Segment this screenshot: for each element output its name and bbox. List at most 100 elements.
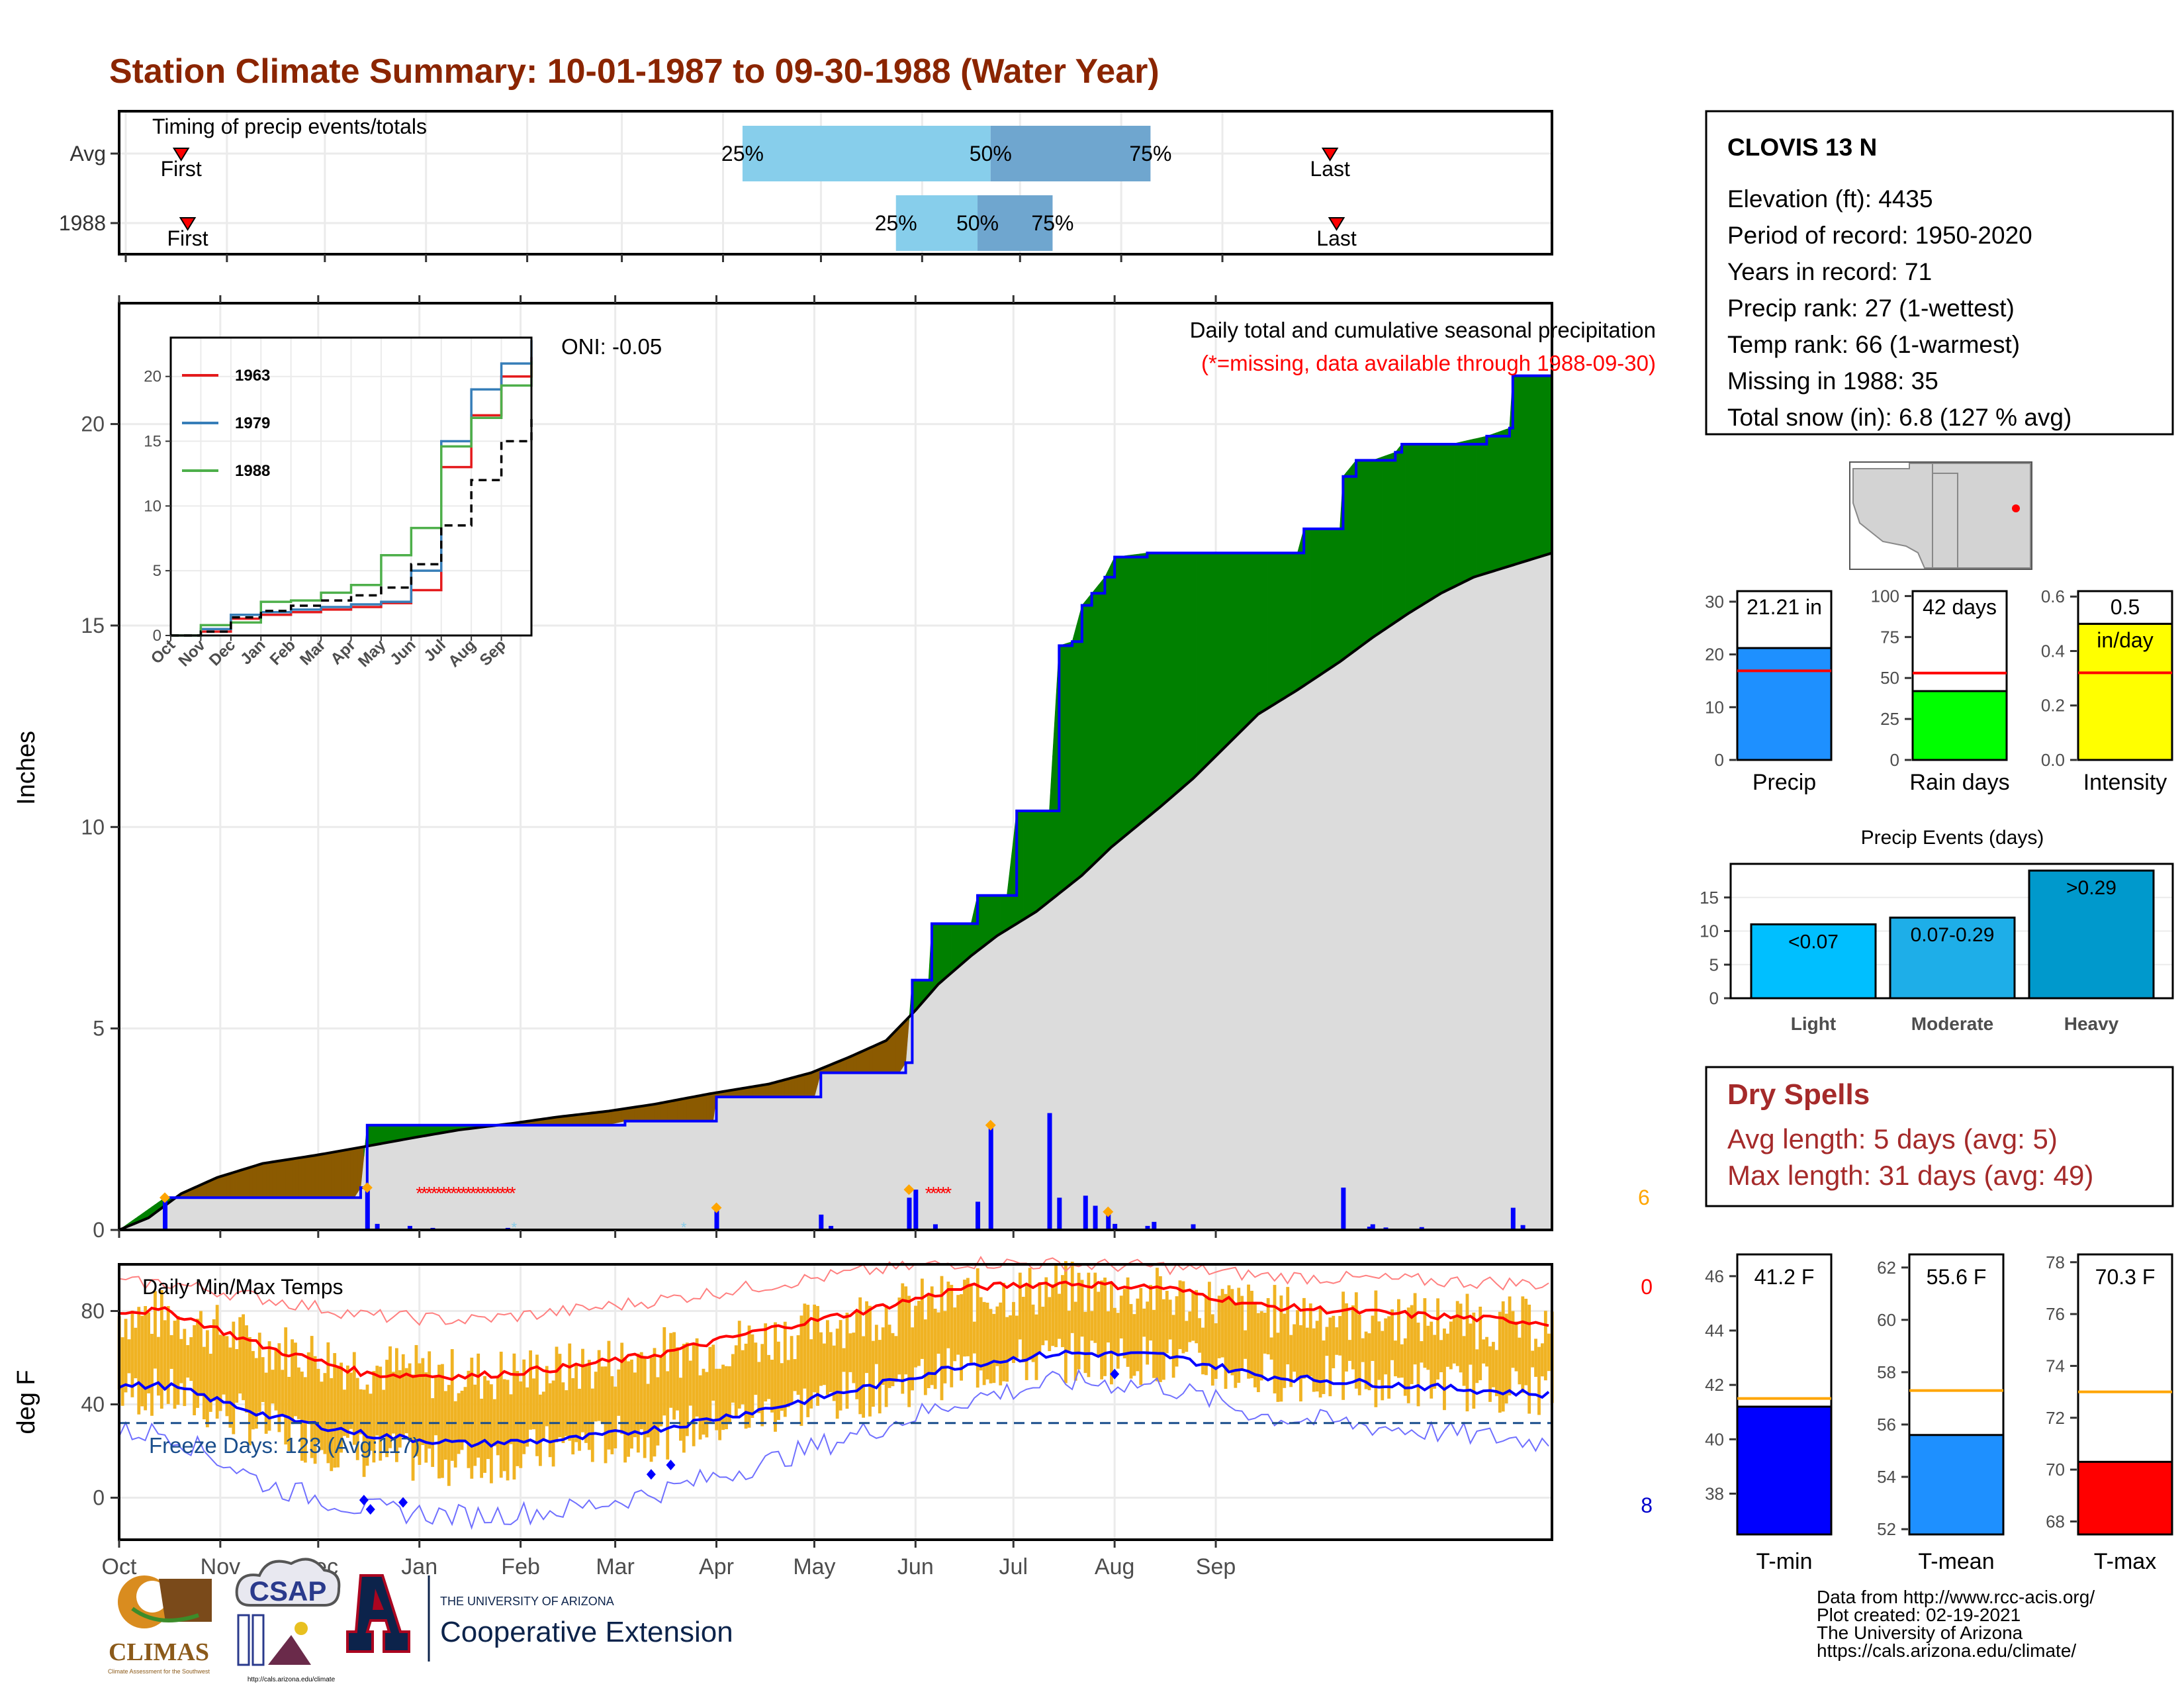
precip-departure-segment xyxy=(1071,629,1076,884)
precip-departure-segment xyxy=(958,923,962,968)
daily-temp-bar xyxy=(333,1353,337,1468)
precip-departure-segment xyxy=(1502,429,1507,569)
temp-summary-ytick-label: 72 xyxy=(2046,1408,2065,1428)
daily-temp-bar xyxy=(920,1278,924,1359)
precip-departure-segment xyxy=(869,1046,874,1073)
missing-day-marker: * xyxy=(440,1183,447,1203)
daily-precip-bar xyxy=(907,1197,912,1230)
daily-temp-bar xyxy=(858,1297,862,1415)
summary-ytick-label: 50 xyxy=(1880,668,1899,688)
precip-departure-segment xyxy=(797,1075,802,1098)
precip-departure-segment xyxy=(1042,810,1046,907)
daily-temp-bar xyxy=(633,1372,637,1438)
precip-departure-segment xyxy=(343,1149,348,1198)
precip-departure-segment xyxy=(876,1043,880,1073)
daily-temp-bar xyxy=(1113,1307,1116,1353)
daily-temp-bar xyxy=(509,1394,513,1444)
daily-temp-bar xyxy=(1087,1272,1091,1378)
daily-precip-bar xyxy=(819,1214,824,1230)
daily-temp-bar xyxy=(1403,1338,1407,1396)
precip-departure-segment xyxy=(1257,553,1262,715)
month-label: Mar xyxy=(596,1554,635,1579)
daily-precip-bar xyxy=(1520,1225,1525,1230)
daily-temp-bar xyxy=(1054,1265,1058,1348)
daily-temp-bar xyxy=(1397,1299,1400,1378)
daily-temp-bar xyxy=(1430,1321,1433,1399)
dry-spells-max: Max length: 31 days (avg: 49) xyxy=(1727,1160,2093,1191)
station-info-line: Precip rank: 27 (1-wettest) xyxy=(1727,295,2015,322)
precip-departure-segment xyxy=(948,923,952,976)
timing-bar-upper-Avg xyxy=(990,126,1151,181)
precip-departure-segment xyxy=(866,1047,870,1073)
daily-precip-bar xyxy=(1367,1227,1372,1230)
daily-temp-bar xyxy=(1139,1288,1143,1385)
daily-temp-bar xyxy=(1002,1282,1006,1382)
precip-departure-segment xyxy=(1323,528,1328,673)
daily-temp-bar xyxy=(1041,1306,1045,1346)
daily-temp-bar xyxy=(1077,1272,1081,1370)
precip-departure-segment xyxy=(588,1112,593,1126)
daily-temp-bar xyxy=(620,1342,624,1434)
daily-temp-bar xyxy=(923,1319,927,1395)
daily-temp-bar xyxy=(1465,1293,1469,1412)
daily-temp-bar xyxy=(134,1327,138,1379)
daily-temp-bar xyxy=(1185,1321,1189,1352)
missing-day-marker: * xyxy=(489,1183,496,1203)
precip-departure-segment xyxy=(1199,553,1203,773)
missing-day-marker: * xyxy=(450,1183,457,1203)
precip-departure-segment xyxy=(807,1072,811,1098)
precip-departure-segment xyxy=(1359,460,1363,648)
daily-temp-bar xyxy=(1338,1316,1342,1356)
precip-departure-segment xyxy=(637,1105,642,1121)
daily-temp-bar xyxy=(120,1337,124,1406)
precip-departure-segment xyxy=(236,1170,240,1198)
daily-temp-bar xyxy=(538,1394,542,1466)
daily-temp-bar xyxy=(1534,1338,1537,1377)
daily-temp-bar xyxy=(394,1348,398,1462)
precip-departure-segment xyxy=(778,1080,782,1098)
precip-departure-segment xyxy=(1183,553,1187,788)
daily-temp-bar xyxy=(1107,1311,1110,1343)
daily-temp-bar xyxy=(486,1380,490,1460)
precip-departure-segment xyxy=(279,1160,283,1198)
daily-temp-bar xyxy=(169,1335,173,1369)
temp-summary-ytick-label: 70 xyxy=(2046,1460,2065,1479)
timing-bar-upper-1988 xyxy=(978,195,1053,251)
daily-temp-bar xyxy=(1097,1291,1101,1357)
daily-temp-bar xyxy=(597,1350,601,1421)
daily-temp-bar xyxy=(662,1327,666,1416)
daily-temp-bar xyxy=(1345,1303,1348,1372)
daily-temp-bar xyxy=(330,1378,334,1472)
precip-departure-segment xyxy=(275,1160,279,1198)
daily-temp-bar xyxy=(581,1348,584,1432)
daily-temp-bar xyxy=(1136,1298,1140,1372)
precip-departure-segment xyxy=(341,1150,345,1198)
timing-triangle-marker xyxy=(179,217,197,231)
daily-precip-bar xyxy=(375,1223,380,1230)
precip-departure-segment xyxy=(324,1152,328,1198)
precip-departure-segment xyxy=(895,1026,899,1073)
daily-temp-bar xyxy=(453,1401,457,1468)
daily-temp-bar xyxy=(1250,1290,1253,1379)
daily-temp-bar xyxy=(522,1359,526,1454)
daily-precip-bar xyxy=(1057,1197,1062,1230)
daily-temp-bar xyxy=(310,1336,314,1458)
precip-departure-segment xyxy=(634,1106,639,1121)
summary-ytick-label: 0 xyxy=(1715,750,1724,770)
daily-temp-bar xyxy=(1508,1296,1512,1396)
month-label: Jun xyxy=(897,1554,934,1579)
daily-temp-bar xyxy=(757,1362,761,1413)
precip-departure-segment xyxy=(220,1175,224,1198)
daily-temp-bar xyxy=(897,1297,901,1375)
daily-temp-bar xyxy=(1273,1285,1277,1393)
daily-temp-bar xyxy=(705,1372,709,1438)
precip-departure-segment xyxy=(1137,553,1141,826)
daily-temp-bar xyxy=(1269,1337,1273,1360)
daily-temp-bar xyxy=(434,1375,437,1436)
precip-departure-segment xyxy=(990,895,994,941)
events-ytick-label: 15 xyxy=(1700,888,1719,908)
temp-title: Daily Min/Max Temps xyxy=(142,1275,343,1299)
missing-day-marker: * xyxy=(470,1183,477,1203)
daily-temp-bar xyxy=(623,1357,627,1463)
precip-departure-segment xyxy=(1023,810,1027,920)
